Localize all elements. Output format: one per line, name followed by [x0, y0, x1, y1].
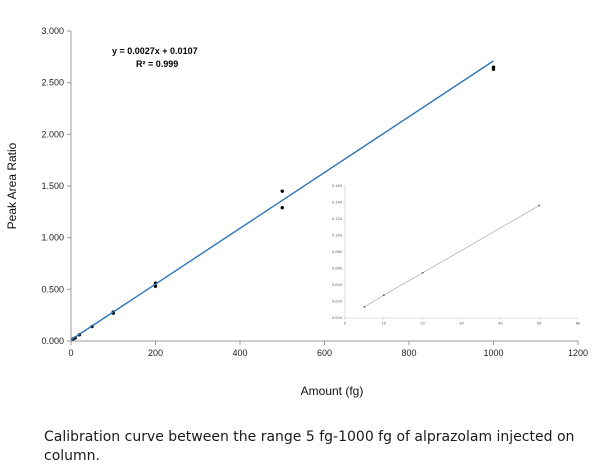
- inset-y-tick-label: 0.000: [332, 316, 342, 320]
- equation-label: y = 0.0027x + 0.0107: [112, 46, 198, 56]
- x-axis-title: Amount (fg): [301, 384, 364, 398]
- main-data-point: [280, 189, 284, 193]
- inset-x-tick-label: 0: [344, 322, 346, 326]
- main-data-point: [491, 65, 496, 69]
- figure-caption: Calibration curve between the range 5 fg…: [44, 429, 575, 464]
- inset-y-tick-label: 0.040: [332, 283, 342, 287]
- inset-data-point: [363, 305, 366, 308]
- inset-chart: 0.000 0.020 0.040 0.060 0.080 0.100 0.120 0.140…: [332, 184, 580, 325]
- inset-data-point: [382, 294, 385, 297]
- inset-x-tick-label: 30: [459, 322, 463, 326]
- inset-y-tick-label: 0.140: [332, 201, 342, 205]
- main-series: [70, 60, 496, 341]
- main-x-tick-label: 400: [232, 348, 247, 358]
- inset-x-tick-label: 20: [420, 322, 424, 326]
- main-x-tick-label: 0: [68, 348, 73, 358]
- main-x-tick-label: 200: [148, 348, 163, 358]
- inset-tick-labels: 0.000 0.020 0.040 0.060 0.080 0.100 0.120 0.140…: [332, 184, 580, 325]
- inset-series: [363, 204, 541, 308]
- inset-data-point: [421, 271, 424, 274]
- inset-y-tick-label: 0.060: [332, 267, 342, 271]
- inset-y-tick-label: 0.020: [332, 300, 342, 304]
- main-y-tick-label: 1.000: [41, 233, 64, 243]
- inset-x-tick-label: 10: [382, 322, 386, 326]
- main-y-tick-label: 2.000: [41, 129, 64, 139]
- inset-x-tick-label: 60: [576, 322, 580, 326]
- main-y-tick-label: 2.500: [41, 78, 64, 88]
- inset-series-line: [364, 205, 540, 308]
- main-y-tick-label: 0.000: [41, 336, 64, 346]
- main-x-tick-label: 1200: [568, 348, 588, 358]
- inset-y-tick-label: 0.080: [332, 250, 342, 254]
- main-y-tick-label: 0.500: [41, 284, 64, 294]
- inset-x-tick-label: 50: [537, 322, 541, 326]
- main-x-tick-label: 600: [317, 348, 332, 358]
- inset-axes: [343, 185, 579, 320]
- main-y-tick-label: 1.500: [41, 181, 64, 191]
- inset-data-point: [538, 204, 541, 207]
- main-x-tick-label: 1000: [483, 348, 503, 358]
- inset-x-tick-label: 40: [498, 322, 502, 326]
- main-x-tick-label: 800: [401, 348, 416, 358]
- inset-y-tick-label: 0.120: [332, 217, 342, 221]
- main-plot-axes: [67, 30, 579, 345]
- main-y-tick-label: 3.000: [41, 26, 64, 36]
- inset-y-tick-label: 0.160: [332, 184, 342, 188]
- inset-y-tick-label: 0.100: [332, 234, 342, 238]
- main-trendline: [70, 60, 494, 341]
- r-squared-label: R² = 0.999: [136, 59, 178, 69]
- y-axis-title: Peak Area Ratio: [5, 142, 19, 229]
- main-data-point: [280, 206, 284, 210]
